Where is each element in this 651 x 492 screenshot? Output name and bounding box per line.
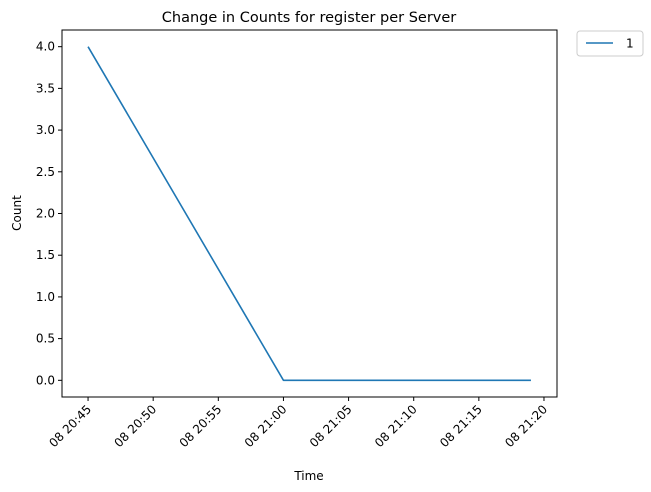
y-tick-label: 3.5 — [36, 81, 55, 95]
y-tick-label: 3.0 — [36, 123, 55, 137]
x-tick-label: 08 20:55 — [177, 402, 225, 450]
legend-entry-label: 1 — [626, 37, 634, 51]
y-tick-label: 0.5 — [36, 332, 55, 346]
series-layer — [87, 46, 531, 382]
x-tick-label: 08 21:20 — [502, 402, 550, 450]
x-axis: 08 20:45 08 20:50 08 20:55 08 21:00 08 21:05… — [46, 397, 550, 450]
x-tick-label: 08 21:05 — [307, 402, 355, 450]
x-tick-label: 08 21:10 — [372, 402, 420, 450]
plot-frame — [61, 29, 558, 398]
y-axis: 0.0 0.5 1.0 1.5 2.0 2.5 3.0 3.5 4.0 — [36, 40, 62, 387]
y-tick-label: 4.0 — [36, 40, 55, 54]
y-tick-label: 1.0 — [36, 290, 55, 304]
series-line — [87, 46, 531, 382]
y-tick-label: 0.0 — [36, 373, 55, 387]
y-tick-label: 2.0 — [36, 207, 55, 221]
x-tick-label: 08 20:45 — [46, 402, 94, 450]
chart-title: Change in Counts for register per Server — [162, 10, 457, 26]
legend: 1 — [576, 30, 644, 57]
x-tick-label: 08 21:15 — [437, 402, 485, 450]
x-tick-label: 08 20:50 — [111, 402, 159, 450]
x-axis-label: Time — [293, 469, 323, 483]
y-axis-label: Count — [10, 195, 24, 231]
y-tick-label: 2.5 — [36, 165, 55, 179]
x-tick-label: 08 21:00 — [242, 402, 290, 450]
y-tick-label: 1.5 — [36, 248, 55, 262]
